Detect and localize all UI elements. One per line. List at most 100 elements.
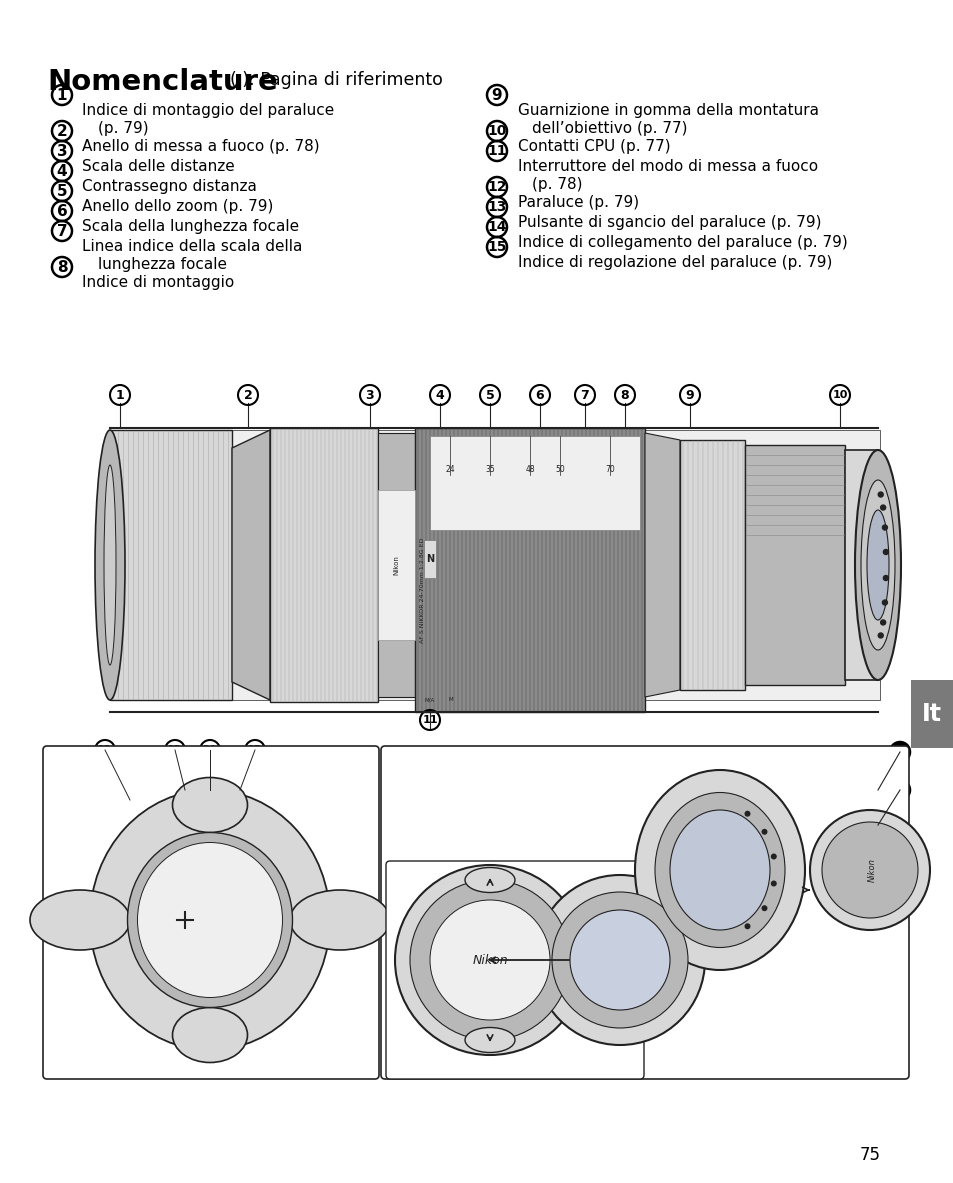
Text: 2: 2 <box>895 786 902 795</box>
Text: dell’obiettivo (p. 77): dell’obiettivo (p. 77) <box>532 121 687 136</box>
Polygon shape <box>377 433 415 697</box>
Text: 70: 70 <box>604 465 615 474</box>
Text: Nomenclature: Nomenclature <box>47 67 277 96</box>
Polygon shape <box>110 429 232 700</box>
Text: (p. 79): (p. 79) <box>98 121 149 136</box>
Circle shape <box>770 880 776 886</box>
Text: Contrassegno distanza: Contrassegno distanza <box>82 179 256 194</box>
Text: 15: 15 <box>487 240 506 254</box>
Ellipse shape <box>172 777 247 833</box>
Polygon shape <box>415 428 644 712</box>
Text: 5: 5 <box>56 183 68 199</box>
Polygon shape <box>644 433 679 697</box>
Circle shape <box>821 822 917 918</box>
Text: AF·S NIKKOR 24-70mm 1:2.8G ED: AF·S NIKKOR 24-70mm 1:2.8G ED <box>419 537 424 642</box>
Text: 7: 7 <box>580 388 589 401</box>
Ellipse shape <box>137 842 282 997</box>
Ellipse shape <box>464 867 515 892</box>
Text: Nikon: Nikon <box>393 555 398 575</box>
Circle shape <box>882 525 886 530</box>
Ellipse shape <box>95 429 125 700</box>
Text: Pulsante di sgancio del paraluce (p. 79): Pulsante di sgancio del paraluce (p. 79) <box>517 215 821 230</box>
Polygon shape <box>110 429 879 700</box>
Text: 8: 8 <box>56 259 68 274</box>
Circle shape <box>809 810 929 930</box>
FancyBboxPatch shape <box>386 861 643 1079</box>
Text: 2: 2 <box>243 388 253 401</box>
Text: ( ): Pagina di riferimento: ( ): Pagina di riferimento <box>230 71 442 89</box>
Text: 11: 11 <box>487 144 506 159</box>
Text: 12: 12 <box>98 745 112 755</box>
Text: 6: 6 <box>56 203 68 219</box>
Circle shape <box>770 853 776 860</box>
Text: 9: 9 <box>685 388 694 401</box>
Ellipse shape <box>464 1028 515 1053</box>
Circle shape <box>743 810 750 816</box>
Polygon shape <box>744 445 844 685</box>
Text: (p. 78): (p. 78) <box>532 177 582 192</box>
Text: 14: 14 <box>203 745 216 755</box>
Text: Nikon: Nikon <box>866 858 876 883</box>
Ellipse shape <box>90 790 330 1051</box>
Polygon shape <box>232 429 270 700</box>
Text: 13: 13 <box>487 200 506 214</box>
Text: lunghezza focale: lunghezza focale <box>98 257 227 272</box>
Circle shape <box>743 923 750 930</box>
Circle shape <box>430 900 550 1020</box>
Text: Indice di collegamento del paraluce (p. 79): Indice di collegamento del paraluce (p. … <box>517 235 847 250</box>
Ellipse shape <box>30 890 130 950</box>
Text: 1: 1 <box>56 88 67 103</box>
Text: Indice di montaggio del paraluce: Indice di montaggio del paraluce <box>82 103 334 118</box>
Text: M/A: M/A <box>424 697 435 702</box>
Text: 50: 50 <box>555 465 564 474</box>
Circle shape <box>882 600 886 605</box>
Ellipse shape <box>128 833 293 1008</box>
Polygon shape <box>270 428 377 702</box>
Text: 15: 15 <box>248 745 261 755</box>
Text: 75: 75 <box>859 1146 880 1164</box>
Text: 1: 1 <box>115 388 124 401</box>
Circle shape <box>569 910 669 1010</box>
Text: Interruttore del modo di messa a fuoco: Interruttore del modo di messa a fuoco <box>517 159 818 174</box>
Text: 11: 11 <box>422 715 437 725</box>
Text: 2: 2 <box>56 123 68 138</box>
Text: Scala della lunghezza focale: Scala della lunghezza focale <box>82 219 299 234</box>
Text: 9: 9 <box>491 88 502 103</box>
FancyBboxPatch shape <box>380 746 908 1079</box>
Ellipse shape <box>861 480 894 649</box>
Text: N: N <box>425 554 434 564</box>
Ellipse shape <box>104 465 116 665</box>
Text: 4: 4 <box>436 388 444 401</box>
Circle shape <box>552 892 687 1028</box>
Text: Indice di regolazione del paraluce (p. 79): Indice di regolazione del paraluce (p. 7… <box>517 256 832 270</box>
Circle shape <box>760 905 767 911</box>
Polygon shape <box>844 450 877 680</box>
Text: 3: 3 <box>56 143 68 159</box>
Text: 24: 24 <box>445 465 455 474</box>
Text: 13: 13 <box>168 745 182 755</box>
Ellipse shape <box>655 793 784 948</box>
Circle shape <box>760 829 767 835</box>
Text: 1: 1 <box>895 746 902 757</box>
Circle shape <box>880 505 884 510</box>
Ellipse shape <box>635 770 804 970</box>
Circle shape <box>395 865 584 1055</box>
Circle shape <box>889 780 909 800</box>
FancyBboxPatch shape <box>43 746 378 1079</box>
Circle shape <box>889 742 909 762</box>
Text: Anello di messa a fuoco (p. 78): Anello di messa a fuoco (p. 78) <box>82 138 319 154</box>
Text: Scala delle distanze: Scala delle distanze <box>82 159 234 174</box>
Circle shape <box>882 549 887 555</box>
Ellipse shape <box>290 890 390 950</box>
Text: 48: 48 <box>525 465 535 474</box>
Circle shape <box>535 875 704 1045</box>
Text: 6: 6 <box>536 388 544 401</box>
Text: 7: 7 <box>56 224 68 239</box>
Text: Indice di montaggio: Indice di montaggio <box>82 274 234 290</box>
Text: Nikon: Nikon <box>472 953 507 967</box>
Polygon shape <box>377 490 415 640</box>
Text: Contatti CPU (p. 77): Contatti CPU (p. 77) <box>517 138 670 154</box>
Text: 14: 14 <box>487 220 506 234</box>
Circle shape <box>878 633 882 638</box>
Text: It: It <box>921 702 941 726</box>
